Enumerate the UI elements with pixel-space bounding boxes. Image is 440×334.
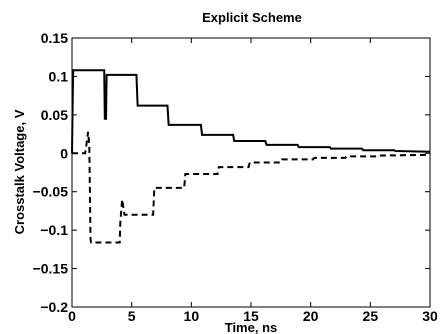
y-tick-label: −0.05 — [33, 184, 69, 200]
x-tick-label: 30 — [422, 308, 438, 324]
y-tick-label: −0.1 — [40, 222, 68, 238]
x-tick-label: 25 — [363, 308, 379, 324]
y-tick-label: 0.05 — [41, 107, 68, 123]
y-tick-label: 0.1 — [49, 68, 69, 84]
x-tick-label: 15 — [243, 308, 259, 324]
chart-title: Explicit Scheme — [202, 10, 302, 25]
x-tick-label: 20 — [303, 308, 319, 324]
x-tick-label: 5 — [128, 308, 136, 324]
x-tick-label: 0 — [68, 308, 76, 324]
series-layer — [71, 69, 431, 244]
dashed-series-line — [72, 131, 431, 244]
y-tick-label: −0.15 — [33, 261, 69, 277]
x-axis-label: Time, ns — [225, 320, 278, 334]
y-axis-label: Crosstalk Voltage, V — [12, 109, 27, 234]
solid-series-line — [71, 69, 431, 154]
y-tick-label: 0.15 — [41, 30, 68, 46]
y-tick-label: −0.2 — [40, 299, 68, 315]
y-tick-label: 0 — [60, 145, 68, 161]
x-tick-label: 10 — [184, 308, 200, 324]
plot-area — [71, 37, 431, 308]
axis-tick-labels: 0 5 10 15 20 25 30 −0.2 −0.15 −0.1 −0.05 0 0.05 0.1 0.… — [33, 30, 438, 324]
